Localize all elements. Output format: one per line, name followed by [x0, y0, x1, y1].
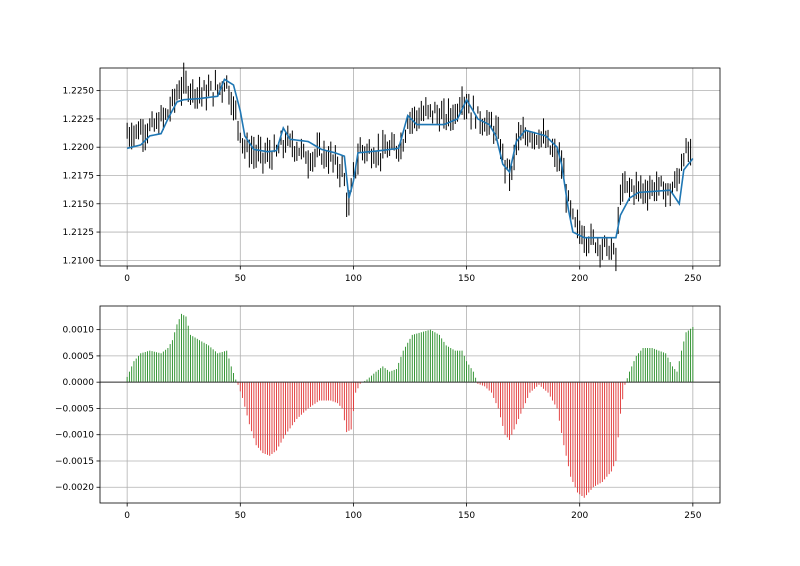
price-chart-grid [100, 68, 720, 266]
y-tick-label: 1.2200 [63, 143, 95, 153]
x-tick-label: 0 [124, 274, 130, 284]
x-tick-label: 0 [124, 511, 130, 521]
y-tick-label: −0.0015 [55, 457, 94, 467]
price-chart-frame [99, 67, 721, 267]
y-tick-label: 1.2100 [63, 256, 95, 266]
histogram-chart-frame [99, 305, 721, 504]
x-tick-label: 50 [235, 511, 247, 521]
y-tick-label: 1.2125 [63, 228, 95, 238]
price-chart-bars [126, 62, 692, 272]
y-tick-label: 0.0000 [63, 378, 95, 388]
histogram-chart-panel: 0 50 100 150 200 250 −0.0020 −0.0015 −0.0010 −0.0… [55, 305, 721, 521]
y-tick-label: −0.0005 [55, 404, 94, 414]
price-chart-line [126, 78, 694, 239]
x-tick-label: 100 [345, 511, 362, 521]
y-tick-label: 1.2250 [63, 87, 95, 97]
y-tick-label: −0.0010 [55, 431, 94, 441]
x-tick-label: 150 [458, 274, 475, 284]
price-chart-ticks: 0 50 100 150 200 250 1.2100 1.2125 1.2150 1.2175 1… [63, 87, 702, 284]
x-tick-label: 50 [235, 274, 247, 284]
y-tick-label: 1.2175 [63, 171, 95, 181]
x-tick-label: 200 [571, 511, 588, 521]
price-chart-panel: 0 50 100 150 200 250 1.2100 1.2125 1.2150 1.2175 1… [63, 62, 721, 284]
moving-average-line [126, 78, 694, 239]
x-tick-label: 250 [684, 274, 701, 284]
y-tick-label: 0.0010 [63, 326, 95, 336]
histogram-chart-ticks: 0 50 100 150 200 250 −0.0020 −0.0015 −0.0010 −0.0… [55, 326, 702, 521]
y-tick-label: 0.0005 [63, 352, 95, 362]
histogram-chart-bars [126, 313, 694, 498]
y-tick-label: −0.0020 [55, 483, 94, 493]
x-tick-label: 100 [345, 274, 362, 284]
y-tick-label: 1.2225 [63, 115, 95, 125]
x-tick-label: 150 [458, 511, 475, 521]
y-tick-label: 1.2150 [63, 200, 95, 210]
x-tick-label: 200 [571, 274, 588, 284]
x-tick-label: 250 [684, 511, 701, 521]
